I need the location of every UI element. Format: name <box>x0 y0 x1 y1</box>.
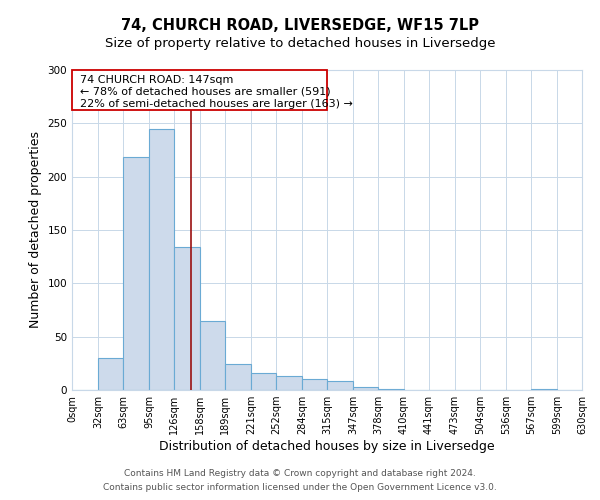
Text: Contains public sector information licensed under the Open Government Licence v3: Contains public sector information licen… <box>103 484 497 492</box>
Bar <box>149 128 174 390</box>
Bar <box>123 158 149 390</box>
Bar <box>353 387 378 390</box>
Text: 22% of semi-detached houses are larger (163) →: 22% of semi-detached houses are larger (… <box>80 99 353 109</box>
FancyBboxPatch shape <box>72 70 327 110</box>
Bar <box>251 373 276 390</box>
Bar <box>98 358 123 390</box>
Bar <box>302 380 327 390</box>
Text: ← 78% of detached houses are smaller (591): ← 78% of detached houses are smaller (59… <box>80 87 330 97</box>
Text: Size of property relative to detached houses in Liversedge: Size of property relative to detached ho… <box>105 38 495 51</box>
Text: Contains HM Land Registry data © Crown copyright and database right 2024.: Contains HM Land Registry data © Crown c… <box>124 468 476 477</box>
Text: 74 CHURCH ROAD: 147sqm: 74 CHURCH ROAD: 147sqm <box>80 75 233 85</box>
Bar <box>378 389 404 390</box>
Bar <box>225 364 251 390</box>
Bar <box>200 320 225 390</box>
X-axis label: Distribution of detached houses by size in Liversedge: Distribution of detached houses by size … <box>159 440 495 453</box>
Text: 74, CHURCH ROAD, LIVERSEDGE, WF15 7LP: 74, CHURCH ROAD, LIVERSEDGE, WF15 7LP <box>121 18 479 32</box>
Bar <box>531 389 557 390</box>
Y-axis label: Number of detached properties: Number of detached properties <box>29 132 42 328</box>
Bar <box>174 247 200 390</box>
Bar <box>327 382 353 390</box>
Bar <box>276 376 302 390</box>
